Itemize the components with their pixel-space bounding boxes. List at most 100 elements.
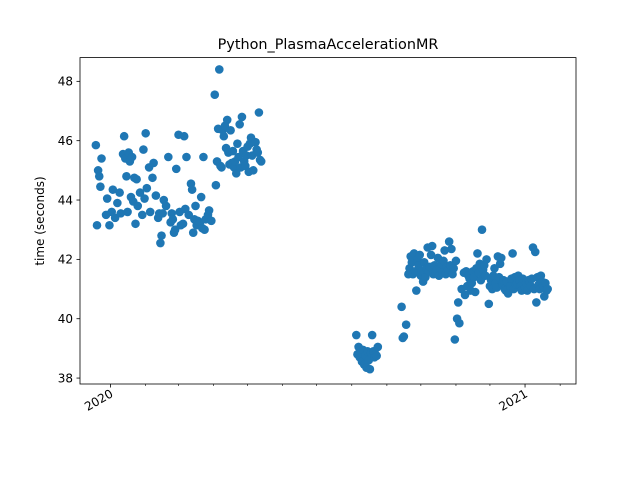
data-point [373,342,383,352]
data-point [178,219,188,229]
data-point [204,206,214,215]
data-point [102,194,112,203]
data-point [139,145,148,154]
y-axis: 38 40 42 44 46 48 [58,75,80,385]
data-point [161,201,171,211]
data-point [145,207,155,217]
data-point [157,231,166,240]
data-point [149,158,158,168]
data-point [219,131,229,141]
data-point [248,166,258,175]
chart-title: Python_PlasmaAccelerationMR [218,37,439,53]
data-point [115,188,124,197]
data-point [142,183,152,193]
data-point [412,286,421,295]
y-tick-label: 40 [58,312,73,326]
data-point [427,241,437,251]
data-point [530,247,540,257]
data-point [228,146,238,156]
data-point [108,185,118,194]
data-point [231,169,241,178]
data-point [122,171,131,181]
data-point [156,238,165,248]
data-point [237,112,247,122]
data-point [401,320,411,329]
data-point [182,152,191,162]
data-point [210,90,220,99]
data-point [367,330,377,340]
data-point [214,65,224,74]
data-point [137,210,147,220]
y-axis-label: time (seconds) [33,176,47,265]
data-point [91,140,101,150]
data-point [179,131,189,141]
y-tick-label: 44 [58,193,73,207]
data-point [256,157,266,166]
data-point [451,256,461,266]
data-point [397,302,406,312]
x-axis: 2020 2021 [82,384,561,414]
data-point [455,318,464,328]
data-point [253,148,263,157]
x-tick-label: 2021 [497,386,530,413]
data-point [508,249,517,258]
data-point [105,220,114,230]
data-point [477,225,487,234]
data-point [211,180,221,190]
data-point [94,171,104,181]
data-point [191,201,200,211]
data-point [164,152,173,162]
data-point [440,246,449,255]
data-point [496,253,506,263]
data-point [449,263,459,273]
data-point [254,108,264,117]
data-point [96,182,105,191]
data-point [97,154,106,163]
plot-area-frame [79,57,577,385]
data-point [222,115,232,125]
data-point [199,152,208,162]
data-point [187,185,197,194]
data-point [453,298,463,307]
data-point [470,287,480,297]
data-point [415,250,425,260]
data-point [135,188,145,197]
data-point [116,209,126,218]
data-point [131,219,140,229]
x-tick-label: 2020 [82,386,115,413]
data-point [148,173,157,183]
data-point [133,201,143,211]
y-tick-label: 48 [58,75,73,89]
data-point [200,225,209,234]
data-point [447,244,456,254]
data-point [251,137,260,147]
data-point [171,164,181,174]
data-point [226,126,235,135]
data-point [127,152,137,162]
data-point [196,192,206,202]
data-point [543,284,552,294]
points-layer [91,65,552,374]
data-point [399,332,409,341]
data-point [207,216,216,226]
data-point [140,194,149,203]
data-point [426,250,436,260]
data-point [372,351,381,361]
data-point [235,120,244,129]
data-point [352,330,361,340]
data-point [532,298,541,307]
data-point [217,163,226,172]
y-tick-label: 46 [58,134,73,148]
y-tick-label: 38 [58,371,73,385]
y-tick-label: 42 [58,253,73,267]
data-point [473,249,482,258]
data-point [482,255,491,264]
data-point [158,209,167,218]
data-point [168,215,178,224]
data-point [365,364,375,374]
data-point [151,191,161,200]
data-point [132,174,141,184]
data-point [450,335,460,344]
data-point [123,207,132,217]
